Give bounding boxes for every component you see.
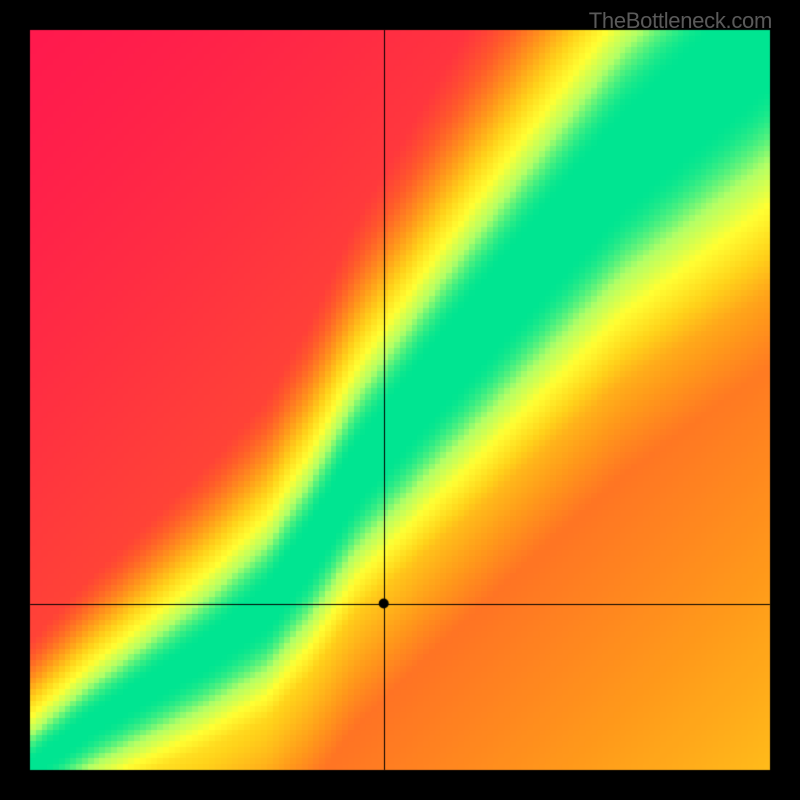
crosshair-overlay	[0, 0, 800, 800]
watermark-text: TheBottleneck.com	[589, 8, 772, 34]
chart-container: TheBottleneck.com	[0, 0, 800, 800]
